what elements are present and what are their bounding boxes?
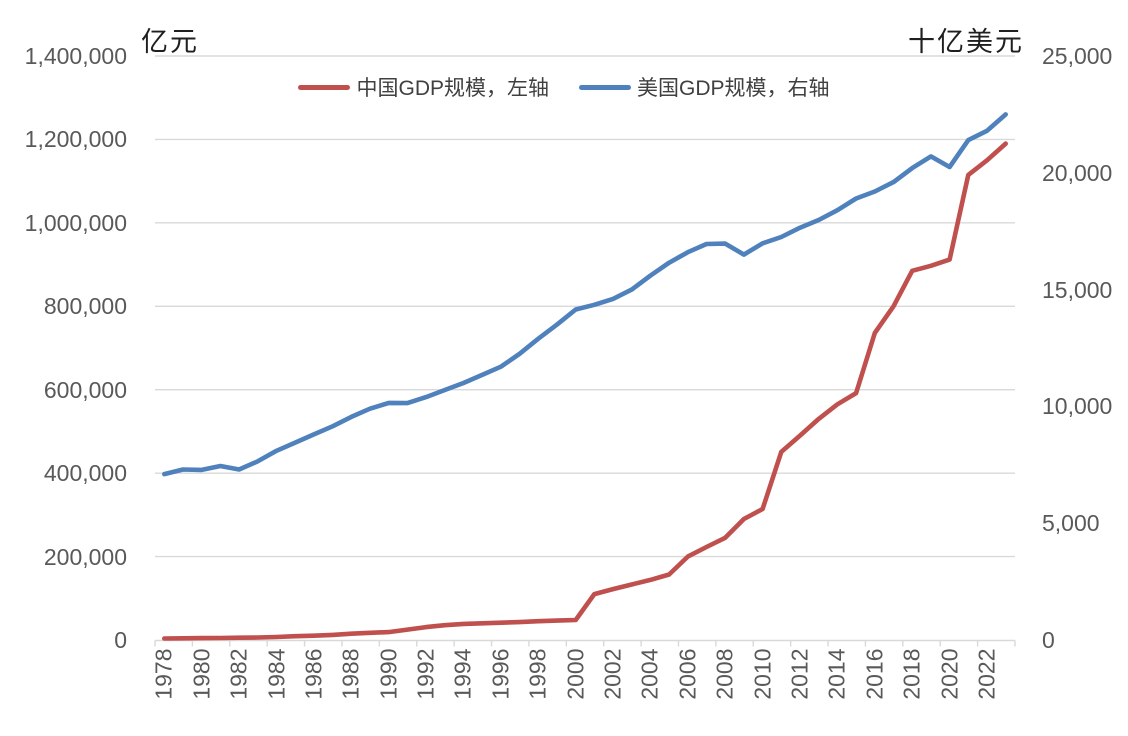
x-axis-year-label: 1978 [150, 648, 177, 700]
left-axis-tick-label: 400,000 [43, 460, 127, 487]
x-axis-year-label: 1982 [225, 648, 252, 700]
x-axis-year-label: 1988 [337, 648, 364, 700]
legend-item: 中国GDP规模，左轴 [298, 72, 549, 102]
legend-item: 美国GDP规模，右轴 [579, 72, 830, 102]
left-axis-tick-label: 1,000,000 [24, 209, 127, 236]
legend-label: 美国GDP规模，右轴 [637, 77, 830, 100]
series-line-us [162, 112, 1009, 477]
x-axis-year-label: 2022 [973, 648, 1000, 700]
right-axis-tick-label: 5,000 [1042, 510, 1100, 537]
x-axis-year-label: 2018 [898, 648, 925, 700]
x-axis-year-label: 2004 [636, 648, 663, 700]
x-axis-year-label: 1994 [449, 648, 476, 700]
x-axis-year-label: 1984 [263, 648, 290, 700]
right-axis-title: 十亿美元 [908, 27, 1024, 57]
left-axis-tick-label: 200,000 [43, 543, 127, 570]
right-axis-tick-label: 10,000 [1042, 393, 1113, 420]
legend-line-swatch [579, 84, 631, 90]
series-line-china [162, 141, 1009, 641]
x-axis-year-label: 1986 [300, 648, 327, 700]
left-axis-tick-label: 600,000 [43, 376, 127, 403]
x-axis-year-label: 2002 [599, 648, 626, 700]
x-axis-year-label: 2000 [562, 648, 589, 700]
x-axis-year-label: 1980 [188, 648, 215, 700]
x-axis-year-label: 2010 [749, 648, 776, 700]
left-axis-tick-label: 0 [114, 627, 127, 653]
x-axis-year-label: 1996 [487, 648, 514, 700]
legend-label: 中国GDP规模，左轴 [356, 77, 549, 100]
right-axis-tick-label: 20,000 [1042, 159, 1113, 186]
right-axis-tick-label: 15,000 [1042, 276, 1113, 303]
x-axis-year-label: 2020 [936, 648, 963, 700]
x-axis-year-label: 2008 [711, 648, 738, 700]
x-axis-year-label: 2014 [823, 648, 850, 700]
x-axis-year-label: 1992 [412, 648, 439, 700]
right-axis-tick-label: 25,000 [1042, 43, 1113, 69]
x-axis-year-label: 1998 [524, 648, 551, 700]
right-axis-tick-label: 0 [1042, 627, 1055, 653]
left-axis-tick-label: 1,400,000 [24, 43, 127, 69]
left-axis-tick-label: 1,200,000 [24, 126, 127, 153]
x-axis-year-label: 2012 [786, 648, 813, 700]
legend-line-swatch [298, 84, 351, 90]
x-axis-year-label: 2016 [861, 648, 888, 700]
left-axis-title: 亿元 [141, 27, 199, 57]
x-axis-year-label: 1990 [375, 648, 402, 700]
legend: 中国GDP规模，左轴 美国GDP规模，右轴 [0, 72, 1128, 102]
x-axis-year-label: 2006 [674, 648, 701, 700]
left-axis-tick-label: 800,000 [43, 293, 127, 320]
